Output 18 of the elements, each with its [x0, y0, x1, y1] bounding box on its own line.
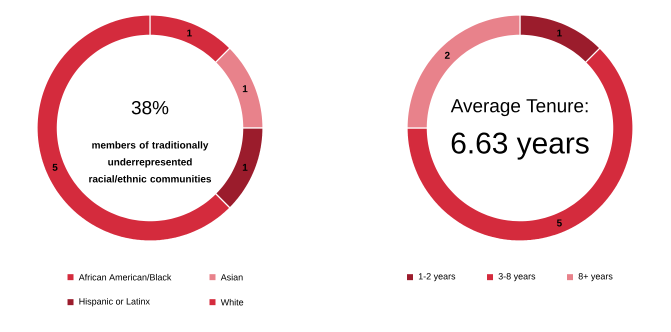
- data-label: 1: [557, 30, 562, 36]
- data-label: 2: [444, 52, 450, 59]
- legend-label: 8+ years: [578, 273, 613, 282]
- data-label: 5: [556, 220, 562, 226]
- legend-label: White: [220, 298, 244, 306]
- data-label: 1: [242, 164, 248, 171]
- legend-label: 3-8 years: [498, 273, 536, 282]
- text: 38%: [132, 100, 168, 114]
- legend-label: 1-2 years: [418, 273, 456, 282]
- data-label: 1: [242, 85, 248, 92]
- data-label: 5: [52, 164, 58, 171]
- text: Average Tenure:: [450, 99, 588, 116]
- legend-label: Hispanic or Latinx: [79, 298, 150, 306]
- text: members of traditionally underrepresented racial/ethnic communities: [89, 141, 212, 183]
- data-label: 1: [187, 30, 192, 36]
- legend-label: African American/Black: [78, 274, 172, 280]
- legend-label: Asian: [220, 274, 243, 280]
- text: 6.63 years: [452, 132, 589, 160]
